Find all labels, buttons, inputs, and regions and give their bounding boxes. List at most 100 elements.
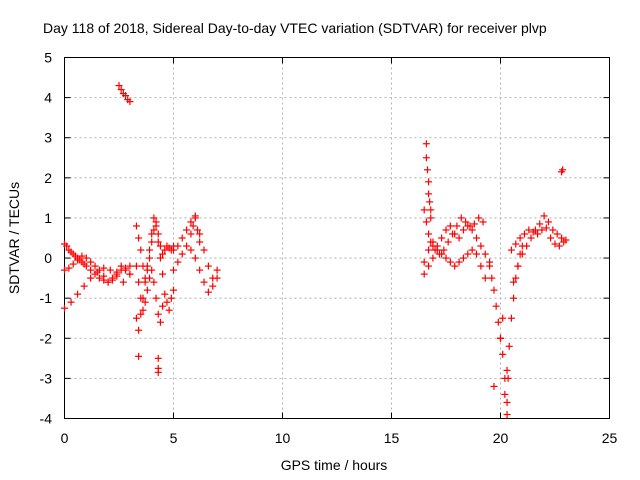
data-point [420, 270, 428, 278]
data-point [523, 242, 531, 250]
data-point [100, 264, 108, 272]
data-point [187, 218, 195, 226]
data-point [425, 230, 433, 238]
data-point [187, 246, 195, 254]
data-point [159, 302, 167, 310]
data-point [536, 220, 544, 228]
y-tick-label: -4 [40, 411, 53, 427]
data-point [504, 374, 512, 382]
data-point [196, 230, 204, 238]
y-tick-label: -3 [40, 370, 53, 386]
data-point [139, 294, 147, 302]
data-point [451, 230, 459, 238]
data-point [510, 278, 518, 286]
data-point [159, 270, 167, 278]
data-point [163, 298, 171, 306]
x-tick-label: 5 [170, 430, 178, 446]
data-point [137, 310, 145, 318]
data-point [132, 262, 140, 270]
y-tick-label: 2 [44, 170, 52, 186]
data-point [420, 206, 428, 214]
data-point [503, 366, 511, 374]
chart-title: Day 118 of 2018, Sidereal Day-to-day VTE… [43, 20, 547, 36]
data-point [473, 250, 481, 258]
data-point [154, 368, 162, 376]
data-point [555, 242, 563, 250]
data-point [538, 226, 546, 234]
data-point [148, 230, 156, 238]
data-point [196, 266, 204, 274]
data-point [477, 242, 485, 250]
data-point [82, 254, 90, 262]
data-point [135, 234, 143, 242]
data-point [146, 254, 154, 262]
x-tick-label: 15 [384, 430, 400, 446]
data-point [213, 274, 221, 282]
data-point [174, 242, 182, 250]
data-point [126, 262, 134, 270]
data-point [425, 262, 433, 270]
y-tick-label: -1 [40, 290, 53, 306]
data-point [200, 246, 208, 254]
data-point [156, 242, 164, 250]
data-point [135, 278, 143, 286]
data-point [143, 262, 151, 270]
data-point [503, 410, 511, 418]
data-point [507, 246, 515, 254]
data-point [191, 214, 199, 222]
data-point [100, 272, 108, 280]
data-point [115, 82, 123, 90]
data-point [481, 250, 489, 258]
data-point [481, 274, 489, 282]
data-point [82, 262, 90, 270]
plot-frame [64, 57, 610, 419]
data-point [559, 166, 567, 174]
data-point [451, 262, 459, 270]
data-point [126, 98, 134, 106]
data-point [464, 250, 472, 258]
data-point [191, 254, 199, 262]
data-point [170, 286, 177, 294]
data-point [196, 238, 204, 246]
data-point [91, 262, 99, 270]
data-point [507, 314, 515, 322]
y-tick-label: 4 [44, 90, 52, 106]
y-tick-label: 0 [44, 250, 52, 266]
x-tick-label: 20 [493, 430, 509, 446]
data-point [126, 270, 134, 278]
data-point [455, 234, 463, 242]
data-point [117, 262, 125, 270]
data-point [170, 266, 177, 274]
data-point [420, 258, 428, 266]
data-point [534, 230, 542, 238]
data-point [459, 226, 467, 234]
data-point [540, 212, 548, 220]
data-point [473, 234, 481, 242]
data-point [422, 154, 430, 162]
data-point [63, 242, 71, 250]
data-point [423, 166, 431, 174]
data-point [520, 230, 528, 238]
data-point [490, 382, 498, 390]
data-point [204, 262, 212, 270]
data-point [80, 282, 88, 290]
data-point [453, 222, 461, 230]
data-point [499, 350, 507, 358]
x-tick-label: 25 [602, 430, 618, 446]
data-point [209, 282, 217, 290]
data-point [87, 258, 95, 266]
data-point [135, 352, 143, 360]
data-point [150, 226, 158, 234]
data-point [425, 190, 433, 198]
data-point [527, 234, 535, 242]
data-point [486, 262, 494, 270]
data-point [154, 230, 162, 238]
data-point [141, 298, 149, 306]
data-point [193, 226, 201, 234]
x-axis-label: GPS time / hours [281, 457, 388, 473]
data-point [61, 266, 68, 274]
data-point [468, 246, 476, 254]
data-point [505, 342, 513, 350]
data-point [475, 214, 483, 222]
